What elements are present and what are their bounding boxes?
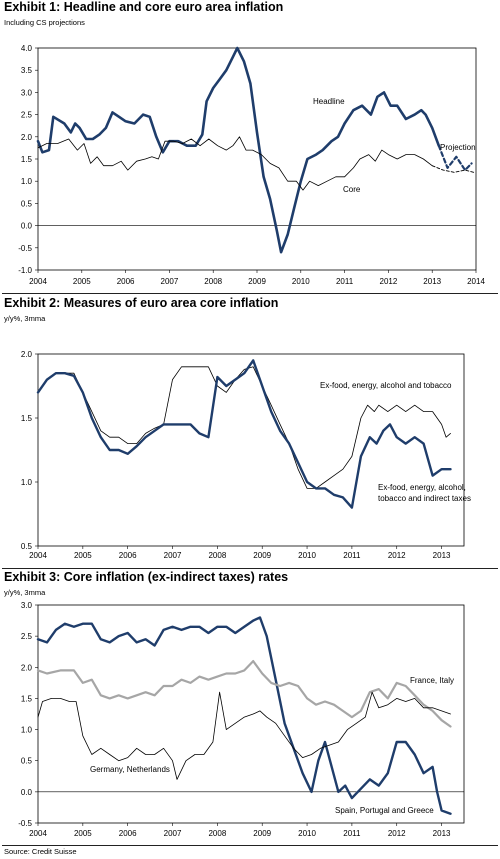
annotation-line: tobacco and indirect taxes [378, 494, 471, 503]
x-tick-label: 2009 [253, 829, 271, 838]
x-tick-label: 2013 [423, 277, 441, 286]
y-tick-label: 2.5 [21, 632, 33, 641]
exhibit-1: Exhibit 1: Headline and core euro area i… [0, 0, 500, 295]
divider [2, 845, 498, 846]
y-tick-label: 0.5 [21, 542, 33, 551]
y-tick-label: 3.0 [21, 601, 33, 610]
x-tick-label: 2006 [119, 829, 137, 838]
y-tick-label: 2.5 [21, 111, 33, 120]
annotation-line: Headline [313, 97, 345, 106]
y-tick-label: 0.5 [21, 757, 33, 766]
exhibit-1-subtitle: Including CS projections [4, 18, 85, 27]
series-line-spain-portugal-and-greece [36, 616, 452, 815]
x-tick-label: 2014 [467, 277, 485, 286]
x-tick-label: 2005 [73, 277, 91, 286]
series-annotation: Spain, Portugal and Greece [335, 806, 434, 815]
annotation-line: Projection [440, 143, 476, 152]
x-tick-label: 2005 [74, 829, 92, 838]
exhibit-3-subtitle: y/y%, 3mma [4, 588, 46, 597]
exhibit-3: Exhibit 3: Core inflation (ex-indirect t… [0, 570, 500, 845]
x-tick-label: 2008 [208, 829, 226, 838]
x-tick-label: 2010 [298, 829, 316, 838]
divider [2, 293, 498, 294]
plot-frame [37, 47, 477, 271]
series-annotation: Headline [313, 97, 345, 106]
x-tick-label: 2009 [253, 551, 271, 560]
x-tick-label: 2004 [29, 277, 47, 286]
series-line-headline-projection [437, 144, 473, 172]
y-tick-label: -0.5 [18, 244, 32, 253]
series-annotation: Projection [440, 143, 476, 152]
y-tick-label: 0.0 [21, 788, 33, 797]
annotation-line: Spain, Portugal and Greece [335, 806, 434, 815]
x-tick-label: 2012 [380, 277, 398, 286]
series-line-core-projection [431, 165, 475, 173]
exhibit-2: Exhibit 2: Measures of euro area core in… [0, 296, 500, 571]
series-line-core [37, 136, 433, 191]
series-annotation: Ex-food, energy, alcohol and tobacco [320, 381, 452, 390]
exhibit-3-chart: -0.5 0.0 0.5 1.0 1.5 2.0 2.5 3.0 2004 2005 2006 200… [18, 601, 465, 838]
y-tick-label: 1.5 [21, 694, 33, 703]
x-tick-label: 2004 [29, 551, 47, 560]
x-tick-label: 2010 [292, 277, 310, 286]
x-tick-label: 2008 [208, 551, 226, 560]
annotation-line: Core [343, 185, 361, 194]
y-tick-label: -0.5 [18, 819, 32, 828]
y-tick-label: 1.5 [21, 155, 33, 164]
y-tick-label: -1.0 [18, 266, 32, 275]
x-tick-label: 2007 [164, 551, 182, 560]
series-line-germany-netherlands [37, 691, 451, 780]
y-tick-label: 1.0 [21, 726, 33, 735]
exhibit-3-title: Exhibit 3: Core inflation (ex-indirect t… [4, 570, 289, 584]
exhibit-2-subtitle: y/y%, 3mma [4, 314, 46, 323]
exhibit-1-chart: -1.0 -0.5 0.0 0.5 1.0 1.5 2.0 2.5 3.0 3.5 4.0 2004 2… [18, 44, 485, 286]
series-annotation: Germany, Netherlands [90, 765, 170, 774]
series-line-ex-food-energy-alcohol-tobacco-and-indirect-taxes [36, 359, 452, 509]
y-tick-label: 1.0 [21, 478, 33, 487]
exhibit-1-title: Exhibit 1: Headline and core euro area i… [4, 0, 284, 14]
y-tick-label: 3.5 [21, 66, 33, 75]
x-tick-label: 2005 [74, 551, 92, 560]
source-note: Source: Credit Suisse [4, 847, 77, 856]
series-annotation: Core [343, 185, 361, 194]
series-line-headline [36, 46, 441, 254]
y-tick-label: 1.5 [21, 414, 33, 423]
x-tick-label: 2011 [343, 829, 361, 838]
annotation-line: France, Italy [410, 676, 454, 685]
y-tick-label: 4.0 [21, 44, 33, 53]
x-tick-label: 2008 [204, 277, 222, 286]
x-tick-label: 2006 [119, 551, 137, 560]
series-annotation: France, Italy [410, 676, 454, 685]
divider [2, 568, 498, 569]
plot-frame [37, 604, 465, 824]
plot-frame [37, 353, 465, 547]
x-tick-label: 2007 [164, 829, 182, 838]
annotation-line: Germany, Netherlands [90, 765, 170, 774]
x-tick-label: 2013 [433, 551, 451, 560]
x-tick-label: 2007 [161, 277, 179, 286]
y-tick-label: 2.0 [21, 663, 33, 672]
y-tick-label: 0.5 [21, 199, 33, 208]
x-tick-label: 2012 [388, 829, 406, 838]
y-tick-label: 3.0 [21, 88, 33, 97]
x-tick-label: 2011 [336, 277, 354, 286]
y-tick-label: 0.0 [21, 222, 33, 231]
x-tick-label: 2006 [117, 277, 135, 286]
x-tick-label: 2009 [248, 277, 266, 286]
x-tick-label: 2011 [343, 551, 361, 560]
x-tick-label: 2010 [298, 551, 316, 560]
annotation-line: Ex-food, energy, alcohol, [378, 483, 466, 492]
x-tick-label: 2013 [433, 829, 451, 838]
y-tick-label: 2.0 [21, 350, 33, 359]
y-tick-label: 1.0 [21, 177, 33, 186]
x-tick-label: 2004 [29, 829, 47, 838]
series-annotation: Ex-food, energy, alcohol, tobacco and ind… [378, 483, 471, 503]
series-line-france-italy [36, 660, 452, 728]
x-tick-label: 2012 [388, 551, 406, 560]
exhibit-2-chart: 0.5 1.0 1.5 2.0 2004 2005 2006 2007 2008 2009 2010… [21, 350, 471, 560]
annotation-line: Ex-food, energy, alcohol and tobacco [320, 381, 452, 390]
exhibit-2-title: Exhibit 2: Measures of euro area core in… [4, 296, 279, 310]
y-tick-label: 2.0 [21, 133, 33, 142]
